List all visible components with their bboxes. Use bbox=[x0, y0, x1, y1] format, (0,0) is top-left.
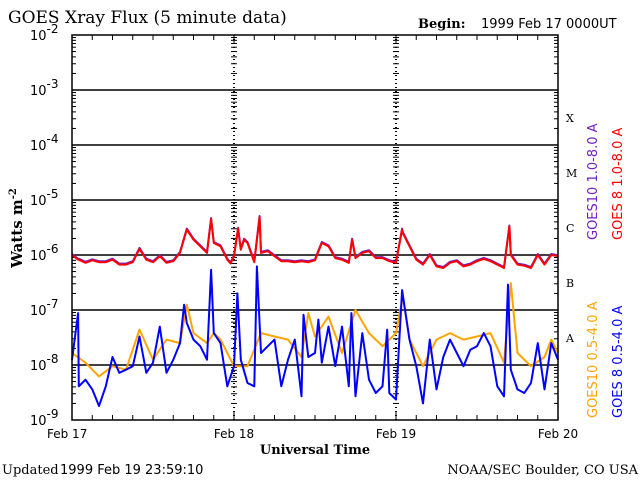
plot-frame bbox=[71, 34, 559, 421]
flare-class-label: M bbox=[566, 167, 577, 180]
flare-class-label: C bbox=[566, 222, 574, 235]
chart-title: GOES Xray Flux (5 minute data) bbox=[8, 8, 287, 28]
y-tick-label: 10-2 bbox=[30, 22, 59, 44]
legend: GOES10 1.0-8.0 A GOES 8 1.0-8.0 A GOES10 0… bbox=[586, 123, 626, 418]
y-tick-label: 10-7 bbox=[30, 297, 59, 319]
y-tick-label: 10-9 bbox=[30, 407, 59, 429]
y-tick-label: 10-3 bbox=[30, 77, 59, 99]
flare-class-label: X bbox=[566, 112, 574, 125]
y-axis-label: Watts m-2 bbox=[8, 188, 26, 269]
x-tick-label: Feb 17 bbox=[47, 427, 87, 441]
legend-entry: GOES10 1.0-8.0 A bbox=[586, 123, 601, 240]
x-tick-label: Feb 19 bbox=[376, 427, 416, 441]
x-tick-label: Feb 20 bbox=[538, 427, 578, 441]
credit: NOAA/SEC Boulder, CO USA bbox=[447, 463, 638, 478]
updated-value: 1999 Feb 19 23:59:10 bbox=[60, 463, 203, 478]
y-tick-label: 10-6 bbox=[30, 242, 59, 264]
flare-class-labels: X M C B A bbox=[565, 112, 577, 345]
y-tick-label: 10-8 bbox=[30, 352, 59, 374]
series-line-goes10-0-5-4-0-a bbox=[71, 282, 559, 378]
legend-entry: GOES 8 1.0-8.0 A bbox=[611, 128, 626, 240]
flare-class-label: A bbox=[565, 332, 575, 345]
x-tick-labels: Feb 17 Feb 18 Feb 19 Feb 20 bbox=[47, 427, 578, 441]
flare-class-label: B bbox=[566, 277, 574, 290]
x-axis-label: Universal Time bbox=[260, 443, 370, 458]
y-tick-labels: 10-2 10-3 10-4 10-5 10-6 10-7 10-8 10-9 bbox=[30, 22, 59, 429]
series-line-goes-8-1-0-8-0-a bbox=[71, 216, 559, 269]
y-tick-label: 10-5 bbox=[30, 187, 59, 209]
legend-entry: GOES 8 0.5-4.0 A bbox=[611, 306, 626, 418]
series-line-goes-8-0-5-4-0-a bbox=[71, 265, 559, 407]
x-tick-label: Feb 18 bbox=[214, 427, 254, 441]
begin-value: 1999 Feb 17 0000UT bbox=[481, 17, 617, 32]
legend-entry: GOES10 0.5-4.0 A bbox=[586, 301, 601, 418]
begin-label: Begin: bbox=[418, 17, 466, 32]
series-group bbox=[71, 215, 559, 407]
updated-label: Updated bbox=[2, 463, 59, 478]
y-tick-label: 10-4 bbox=[30, 132, 59, 154]
